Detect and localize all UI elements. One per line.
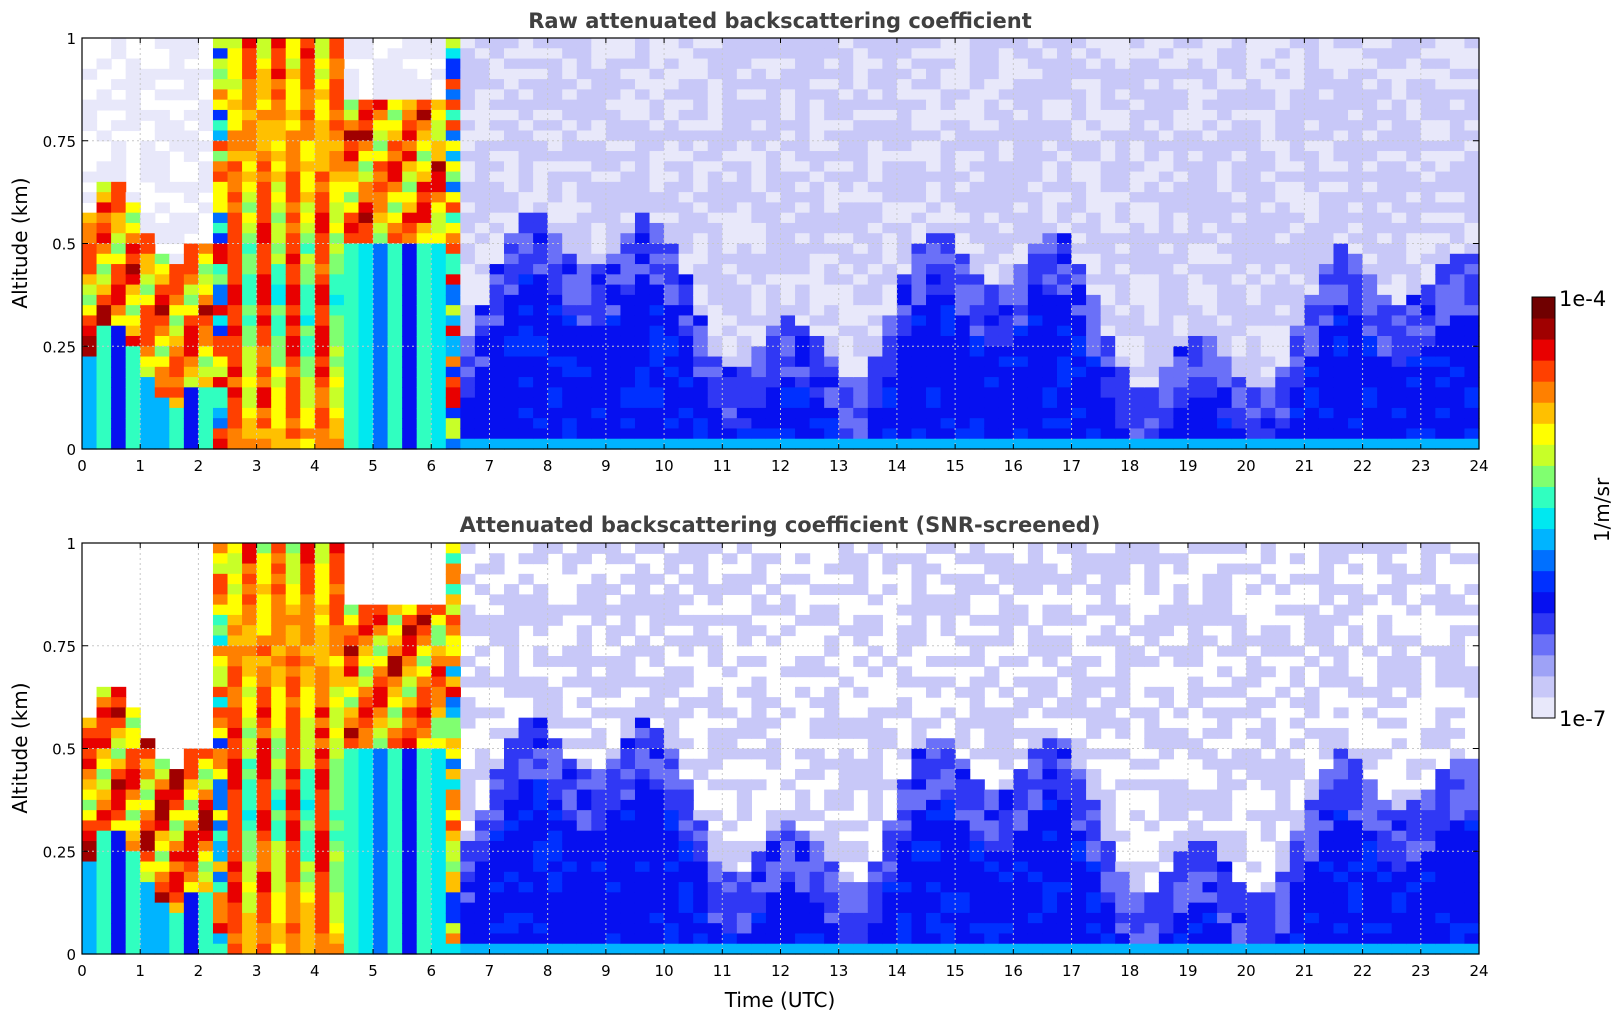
y-tick-label: 0.5: [52, 741, 76, 759]
x-tick-label: 2: [194, 962, 204, 980]
y-tick-label: 0.25: [43, 843, 76, 861]
colorbar-step: [1532, 444, 1555, 466]
panel-1-ylabel: Altitude (km): [8, 177, 32, 308]
colorbar-step: [1532, 696, 1555, 719]
x-tick-label: 12: [771, 962, 790, 980]
colorbar-step: [1532, 381, 1555, 403]
colorbar-step: [1532, 486, 1555, 508]
colorbar-step: [1532, 402, 1555, 424]
x-tick-label: 6: [426, 962, 436, 980]
x-tick-label: 11: [713, 457, 732, 475]
colorbar-step: [1532, 570, 1555, 593]
colorbar-step: [1532, 423, 1555, 445]
x-tick-label: 13: [829, 962, 848, 980]
colorbar-min-label: 1e-7: [1559, 707, 1606, 731]
x-tick-label: 20: [1237, 962, 1256, 980]
x-tick-label: 20: [1237, 457, 1256, 475]
x-tick-label: 16: [1004, 962, 1023, 980]
x-tick-label: 21: [1295, 962, 1314, 980]
panel-2-title: Attenuated backscattering coefficient (S…: [460, 513, 1101, 537]
x-tick-label: 19: [1178, 457, 1197, 475]
x-tick-label: 9: [601, 457, 611, 475]
colorbar-step: [1532, 360, 1555, 382]
colorbar-step: [1532, 612, 1555, 635]
colorbar-step: [1532, 591, 1555, 614]
colorbar-label: 1/m/sr: [1590, 477, 1614, 542]
x-tick-label: 3: [252, 457, 262, 475]
colorbar-step: [1532, 528, 1555, 551]
x-tick-label: 7: [485, 457, 495, 475]
x-tick-label: 10: [655, 962, 674, 980]
x-tick-label: 4: [310, 457, 320, 475]
x-tick-label: 23: [1411, 962, 1430, 980]
y-tick-label: 0.75: [43, 133, 76, 151]
x-tick-label: 4: [310, 962, 320, 980]
y-tick-label: 0.25: [43, 338, 76, 356]
y-tick-label: 0.75: [43, 638, 76, 656]
x-tick-label: 7: [485, 962, 495, 980]
panel-snr-screened: 0 1 2 3 4 5 6 7 8 9 10 11 12 13 14 15 16 17 18 19 20 21 22 23 24…: [8, 535, 1489, 1012]
x-tick-label: 6: [426, 457, 436, 475]
x-tick-label: 22: [1353, 962, 1372, 980]
x-tick-label: 24: [1469, 962, 1488, 980]
x-tick-label: 18: [1120, 962, 1139, 980]
x-tick-label: 18: [1120, 457, 1139, 475]
panel-1-heatmap: [82, 38, 1480, 450]
y-tick-label: 1: [66, 535, 76, 553]
x-tick-label: 14: [887, 962, 906, 980]
x-tick-label: 8: [543, 962, 553, 980]
x-tick-label: 9: [601, 962, 611, 980]
x-tick-label: 5: [368, 962, 378, 980]
colorbar-step: [1532, 549, 1555, 572]
colorbar-step: [1532, 339, 1555, 361]
colorbar-step: [1532, 297, 1555, 319]
x-tick-label: 10: [655, 457, 674, 475]
x-tick-label: 15: [946, 962, 965, 980]
x-tick-label: 0: [77, 457, 87, 475]
panel-2-heatmap: [82, 543, 1480, 955]
y-tick-label: 0: [66, 441, 76, 459]
y-tick-label: 0.5: [52, 236, 76, 254]
colorbar: 1e-4 1e-7 1/m/sr: [1531, 287, 1614, 731]
colorbar-step: [1532, 507, 1555, 530]
colorbar-max-label: 1e-4: [1559, 287, 1606, 311]
x-tick-label: 2: [194, 457, 204, 475]
x-tick-label: 5: [368, 457, 378, 475]
colorbar-step: [1532, 675, 1555, 698]
y-tick-label: 0: [66, 946, 76, 964]
colorbar-step: [1532, 318, 1555, 340]
x-tick-label: 17: [1062, 457, 1081, 475]
x-tick-label: 12: [771, 457, 790, 475]
x-tick-label: 0: [77, 962, 87, 980]
x-tick-label: 8: [543, 457, 553, 475]
x-tick-label: 11: [713, 962, 732, 980]
colorbar-step: [1532, 633, 1555, 656]
x-tick-label: 17: [1062, 962, 1081, 980]
x-tick-label: 22: [1353, 457, 1372, 475]
x-tick-label: 16: [1004, 457, 1023, 475]
colorbar-step: [1532, 654, 1555, 677]
y-tick-label: 1: [66, 30, 76, 48]
panel-2-xlabel: Time (UTC): [724, 988, 836, 1012]
x-tick-label: 13: [829, 457, 848, 475]
x-tick-label: 21: [1295, 457, 1314, 475]
x-tick-label: 3: [252, 962, 262, 980]
x-tick-label: 1: [135, 457, 145, 475]
colorbar-frame: [1531, 296, 1556, 719]
panel-1-title: Raw attenuated backscattering coefficien…: [528, 9, 1032, 33]
x-tick-label: 23: [1411, 457, 1430, 475]
panel-raw-backscatter: 0 1 2 3 4 5 6 7 8 9 10 11 12 13 14 15 16 17 18 19 20 21 22 23 24…: [8, 30, 1489, 475]
panel-2-ylabel: Altitude (km): [8, 682, 32, 813]
x-tick-label: 15: [946, 457, 965, 475]
x-tick-label: 14: [887, 457, 906, 475]
colorbar-step: [1532, 465, 1555, 487]
x-tick-label: 24: [1469, 457, 1488, 475]
x-tick-label: 1: [135, 962, 145, 980]
x-tick-label: 19: [1178, 962, 1197, 980]
